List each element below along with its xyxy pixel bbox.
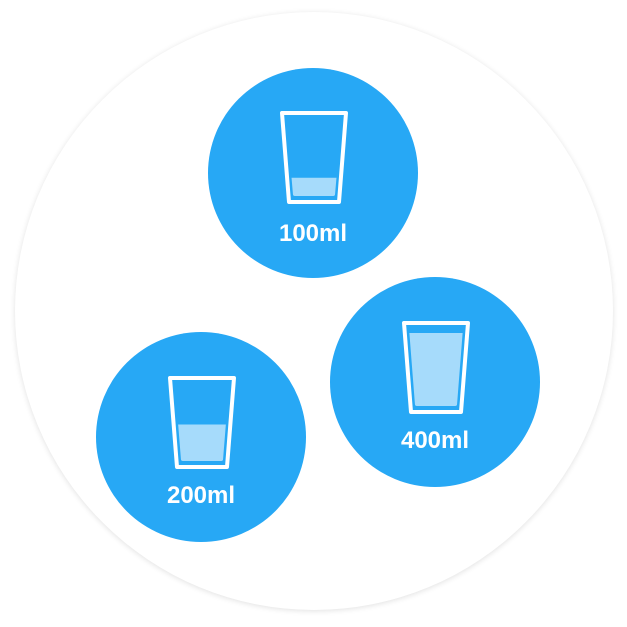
option-400ml-label: 400ml — [400, 427, 470, 454]
option-100ml-button[interactable]: 100ml — [208, 68, 418, 278]
option-200ml-button[interactable]: 200ml — [96, 332, 306, 542]
option-100ml-label: 100ml — [278, 220, 348, 247]
water-glass-icon — [168, 376, 236, 469]
option-200ml-label: 200ml — [166, 482, 236, 509]
water-glass-icon — [280, 111, 348, 204]
water-glass-icon — [402, 321, 470, 414]
option-400ml-button[interactable]: 400ml — [330, 277, 540, 487]
